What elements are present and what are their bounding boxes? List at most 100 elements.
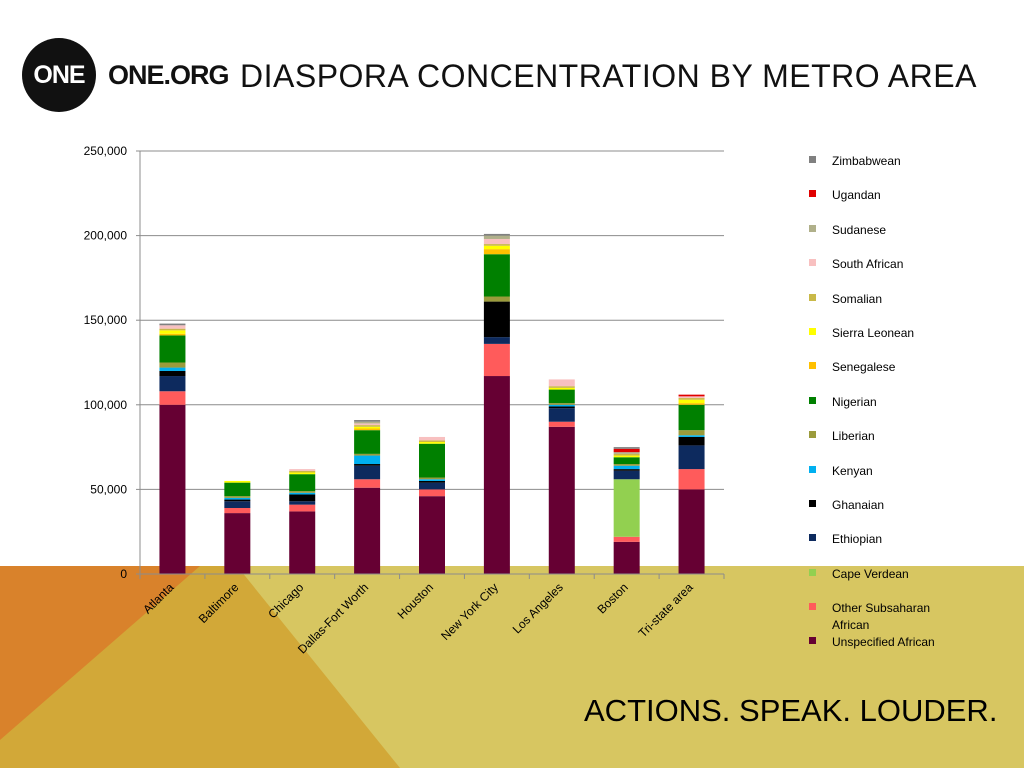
logo-text: ONE.ORG bbox=[108, 60, 230, 90]
bar-segment-south-african-chicago bbox=[289, 469, 316, 471]
legend-swatch bbox=[809, 190, 816, 198]
legend-swatch bbox=[809, 156, 816, 163]
x-tick-label: Los Angeles bbox=[510, 580, 566, 636]
bar-segment-sierra-leonean-dallas-fort-worth bbox=[354, 426, 381, 429]
legend-item: Somalian bbox=[806, 288, 1006, 322]
legend-label: Zimbabwean bbox=[832, 154, 901, 168]
legend-swatch bbox=[809, 396, 816, 404]
bar-segment-zimbabwean-atlanta bbox=[159, 323, 186, 326]
bar-segment-senegalese-atlanta bbox=[159, 333, 186, 336]
legend-label: Unspecified African bbox=[832, 635, 935, 650]
legend-item: Sudanese bbox=[806, 219, 1006, 253]
legend-item: Senegalese bbox=[806, 356, 1006, 390]
bar-segment-liberian-tri-state-area bbox=[678, 430, 705, 436]
bar-segment-liberian-boston bbox=[613, 464, 640, 466]
y-tick-label: 200,000 bbox=[84, 229, 128, 243]
bar-segment-unspecified-african-atlanta bbox=[159, 404, 186, 574]
bar-segment-ghanaian-atlanta bbox=[159, 370, 186, 377]
legend-label: Senegalese bbox=[832, 360, 896, 375]
x-tick-label: Houston bbox=[395, 580, 437, 622]
bar-segment-ghanaian-dallas-fort-worth bbox=[354, 464, 381, 466]
legend-swatch bbox=[809, 293, 816, 301]
one-logo: ONE bbox=[22, 38, 96, 112]
bar-segment-liberian-baltimore bbox=[224, 496, 251, 498]
legend-item: Kenyan bbox=[806, 460, 1006, 494]
bar-segment-sierra-leonean-houston bbox=[419, 442, 445, 444]
bar-segment-other-subsaharan-african-los-angeles bbox=[548, 421, 575, 427]
background-orange-band bbox=[0, 566, 200, 740]
legend-item: Cape Verdean bbox=[806, 563, 1006, 597]
bar-segment-south-african-dallas-fort-worth bbox=[354, 423, 381, 426]
legend-item: South African bbox=[806, 253, 1006, 287]
bar-segment-somalian-los-angeles bbox=[548, 386, 575, 388]
bar-segment-unspecified-african-los-angeles bbox=[548, 426, 575, 574]
bar-segment-other-subsaharan-african-houston bbox=[419, 489, 445, 497]
bar-segment-ugandan-tri-state-area bbox=[678, 394, 705, 397]
bar-segment-nigerian-houston bbox=[419, 443, 445, 478]
bar-segment-sudanese-boston bbox=[613, 452, 640, 454]
bar-segment-ethiopian-dallas-fort-worth bbox=[354, 465, 381, 480]
x-tick-label: Boston bbox=[594, 580, 630, 616]
bar-segment-south-african-new-york-city bbox=[483, 238, 510, 245]
bar-segment-unspecified-african-chicago bbox=[289, 511, 316, 574]
legend-label: Ugandan bbox=[832, 188, 881, 203]
legend-swatch bbox=[809, 327, 816, 335]
bar-segment-kenyan-los-angeles bbox=[548, 404, 575, 407]
bar-segment-other-subsaharan-african-baltimore bbox=[224, 508, 251, 514]
bar-segment-zimbabwean-boston bbox=[613, 447, 640, 449]
legend-label: Ethiopian bbox=[832, 532, 883, 547]
bar-segment-senegalese-new-york-city bbox=[483, 249, 510, 255]
x-tick-label: Dallas-Fort Worth bbox=[295, 580, 371, 656]
bar-segment-kenyan-tri-state-area bbox=[678, 435, 705, 437]
legend-label: Other Subsaharan African bbox=[832, 601, 931, 633]
bar-segment-somalian-boston bbox=[613, 453, 640, 456]
legend-item: Unspecified African bbox=[806, 631, 1006, 665]
page-title: DIASPORA CONCENTRATION BY METRO AREA bbox=[240, 58, 977, 94]
bar-segment-other-subsaharan-african-boston bbox=[613, 536, 640, 542]
legend-label: Cape Verdean bbox=[832, 566, 909, 581]
y-tick-label: 0 bbox=[120, 567, 127, 581]
legend-item: Ugandan bbox=[806, 184, 1006, 218]
bar-segment-somalian-atlanta bbox=[159, 328, 186, 331]
bar-segment-other-subsaharan-african-new-york-city bbox=[483, 343, 510, 377]
bar-segment-liberian-atlanta bbox=[159, 362, 186, 368]
legend-swatch bbox=[809, 224, 816, 232]
bar-segment-kenyan-atlanta bbox=[159, 367, 186, 371]
bar-segment-somalian-chicago bbox=[289, 470, 316, 473]
x-tick-label: New York City bbox=[438, 580, 501, 643]
bar-segment-senegalese-dallas-fort-worth bbox=[354, 428, 381, 431]
legend-item: Zimbabwean bbox=[806, 150, 1006, 184]
bar-segment-sudanese-new-york-city bbox=[483, 235, 510, 239]
x-tick-label: Atlanta bbox=[140, 580, 177, 617]
y-tick-label: 150,000 bbox=[84, 313, 128, 327]
bar-segment-somalian-houston bbox=[419, 440, 445, 443]
bar-segment-liberian-houston bbox=[419, 477, 445, 480]
legend-item: Ethiopian bbox=[806, 528, 1006, 562]
bar-segment-south-african-atlanta bbox=[159, 325, 186, 329]
legend-swatch bbox=[809, 568, 816, 576]
bar-segment-liberian-chicago bbox=[289, 491, 316, 493]
bar-segment-ethiopian-los-angeles bbox=[548, 408, 575, 422]
chart-legend: Zimbabwean Ugandan Sudanese South African So… bbox=[806, 150, 1006, 666]
legend-swatch bbox=[809, 637, 816, 645]
bar-segment-ghanaian-chicago bbox=[289, 494, 316, 502]
tagline: ACTIONS. SPEAK. LOUDER. bbox=[584, 693, 998, 728]
one-logo-mark: ONE bbox=[33, 60, 85, 89]
legend-item: Liberian bbox=[806, 425, 1006, 459]
bar-segment-ethiopian-boston bbox=[613, 470, 640, 480]
legend-swatch bbox=[809, 534, 816, 542]
bar-segment-other-subsaharan-african-chicago bbox=[289, 504, 316, 512]
legend-label: Kenyan bbox=[832, 463, 873, 478]
bar-segment-sierra-leonean-baltimore bbox=[224, 480, 251, 483]
legend-label: Nigerian bbox=[832, 394, 877, 409]
legend-label: Somalian bbox=[832, 291, 883, 306]
bar-segment-liberian-los-angeles bbox=[548, 403, 575, 405]
bar-segment-somalian-tri-state-area bbox=[678, 398, 705, 400]
bar-segment-cape-verdean-boston bbox=[613, 479, 640, 537]
legend-swatch bbox=[809, 362, 816, 370]
bar-segment-other-subsaharan-african-dallas-fort-worth bbox=[354, 479, 381, 488]
legend-label: Sudanese bbox=[832, 222, 887, 237]
bar-segment-nigerian-atlanta bbox=[159, 335, 186, 363]
bar-segment-unspecified-african-dallas-fort-worth bbox=[354, 487, 381, 574]
